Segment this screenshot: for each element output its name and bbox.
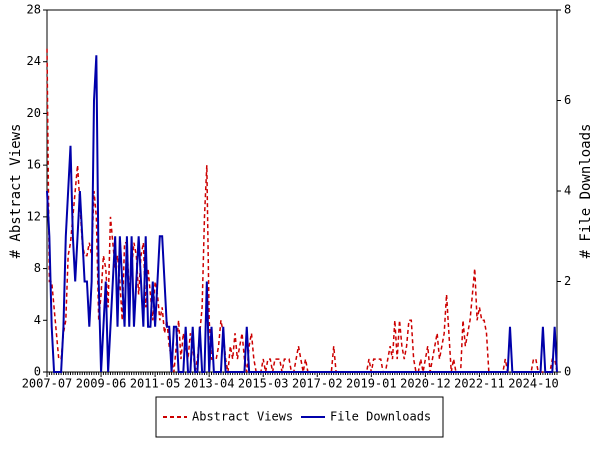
- legend-label: File Downloads: [330, 410, 431, 424]
- x-tick-label: 2009-06: [76, 377, 127, 391]
- y2-tick-label: 8: [564, 3, 571, 17]
- x-tick-label: 2024-10: [508, 377, 559, 391]
- y2-tick-label: 6: [564, 93, 571, 107]
- x-tick-label: 2013-04: [184, 377, 235, 391]
- x-tick-label: 2011-05: [130, 377, 181, 391]
- y-tick-label: 20: [27, 106, 41, 120]
- x-tick-label: 2020-12: [400, 377, 451, 391]
- y-tick-label: 12: [27, 209, 41, 223]
- x-tick-label: 2007-07: [22, 377, 73, 391]
- y-tick-label: 8: [34, 261, 41, 275]
- y2-axis-title: # File Downloads: [578, 124, 594, 259]
- y2-tick-label: 4: [564, 184, 571, 198]
- legend-box: [155, 396, 444, 438]
- series-line: [46, 55, 558, 373]
- x-tick-label: 2022-11: [454, 377, 505, 391]
- x-tick-label: 2017-02: [292, 377, 343, 391]
- y2-tick-label: 0: [564, 365, 571, 379]
- y-tick-label: 28: [27, 3, 41, 17]
- x-tick-label: 2019-01: [346, 377, 397, 391]
- y-tick-label: 16: [27, 158, 41, 172]
- legend-label: Abstract Views: [192, 410, 293, 424]
- y-tick-label: 4: [34, 313, 41, 327]
- x-tick-label: 2015-03: [238, 377, 289, 391]
- y-axis-title: # Abstract Views: [8, 124, 24, 259]
- y-tick-label: 0: [34, 365, 41, 379]
- y-tick-label: 24: [27, 54, 41, 68]
- y2-tick-label: 2: [564, 274, 571, 288]
